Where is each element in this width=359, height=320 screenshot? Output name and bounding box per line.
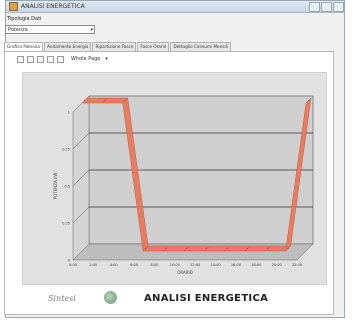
series-segment [285, 97, 312, 252]
data-type-label: Tipologia Dati [7, 16, 42, 22]
series-point [206, 247, 208, 250]
series-point [124, 99, 126, 102]
title-bar: ANALISI ENERGETICA [6, 1, 344, 13]
y-tick-label: 1 [68, 111, 70, 115]
zoom-select[interactable]: Whole Page [71, 56, 101, 62]
chart-gridline-side [72, 169, 90, 187]
data-type-select[interactable]: Potenza ▾ [5, 25, 95, 34]
window-controls [308, 1, 344, 12]
x-tick-label: 22:00 [292, 263, 302, 267]
tab-fasce-orarie[interactable]: Fasce Orarie [137, 42, 170, 51]
x-tick-label: 10:00 [170, 263, 180, 267]
close-icon[interactable] [333, 1, 344, 12]
chart-gridline-side [72, 206, 90, 224]
company-logo: Sintesi [48, 294, 76, 303]
series-point [104, 99, 106, 102]
y-tick-label: 0.75 [62, 148, 70, 152]
series-point [246, 247, 249, 250]
tab-dettaglio-consumi[interactable]: Dettaglio Consumi Mensili [170, 42, 232, 51]
y-tick-label: 0 [68, 259, 70, 263]
x-axis-title: ORARIO [177, 270, 193, 275]
chevron-down-icon[interactable]: ▾ [90, 27, 93, 33]
logo-badge-icon [104, 291, 117, 304]
window-title: ANALISI ENERGETICA [21, 3, 85, 10]
report-footer: Sintesi ANALISI ENERGETICA [4, 290, 334, 315]
layout-icon[interactable] [47, 55, 54, 63]
export-icon[interactable] [57, 55, 64, 63]
x-tick-label: 20:00 [272, 263, 282, 267]
series-point [83, 99, 86, 102]
x-tick-label: 8:00 [151, 263, 159, 267]
chart-gridline-side [72, 132, 90, 150]
series-point [307, 99, 310, 102]
footer-title: ANALISI ENERGETICA [144, 293, 269, 304]
y-axis-title: POTENZA kW [53, 173, 58, 200]
x-tick-label: 4:00 [110, 263, 118, 267]
report-toolbar: Whole Page ▾ [17, 54, 108, 64]
x-tick-label: 2:00 [89, 263, 97, 267]
x-tick-label: 18:00 [251, 263, 261, 267]
series-point [185, 247, 187, 250]
zoom-chevron-down-icon[interactable]: ▾ [105, 56, 108, 62]
app-icon [9, 2, 18, 11]
x-tick-label: 14:00 [210, 263, 220, 267]
x-tick-label: 12:00 [190, 263, 200, 267]
x-tick-label: 6:00 [130, 263, 138, 267]
maximize-icon[interactable] [321, 1, 332, 12]
series-point [165, 247, 167, 250]
series-point [287, 247, 289, 250]
y-tick-label: 0.25 [62, 222, 70, 226]
first-page-icon[interactable] [17, 55, 24, 63]
series-point [144, 247, 147, 250]
previous-page-icon[interactable] [27, 55, 34, 63]
print-icon[interactable] [37, 55, 44, 63]
y-tick-label: 0.5 [64, 185, 70, 189]
tab-strip: Grafico Potenza Andamento Energia Ripart… [4, 42, 334, 51]
minimize-icon[interactable] [309, 1, 320, 12]
tab-andamento-energia[interactable]: Andamento Energia [43, 42, 92, 51]
x-tick-label: 0:00 [69, 263, 77, 267]
tab-ripartizione-fasce[interactable]: Ripartizione Fasce [92, 42, 137, 51]
tab-grafico-potenza[interactable]: Grafico Potenza [4, 42, 43, 51]
chart-area: 0 0.25 0.5 0.75 1 0:00 2:00 4:00 6:00 8:00 10:00 12… [22, 72, 327, 285]
data-type-value: Potenza [8, 27, 28, 33]
series-point [226, 247, 228, 250]
series-point [267, 247, 269, 250]
x-tick-label: 16:00 [231, 263, 241, 267]
